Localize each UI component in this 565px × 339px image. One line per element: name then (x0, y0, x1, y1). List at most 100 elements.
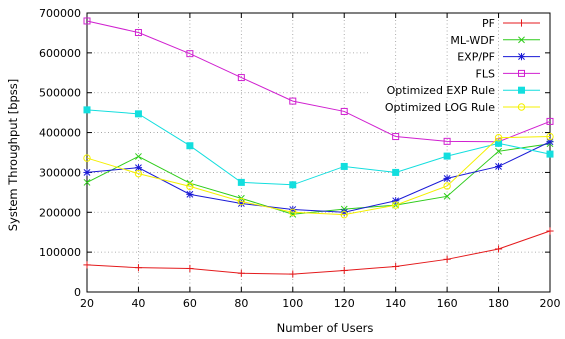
data-point (237, 74, 245, 82)
data-point (546, 132, 554, 141)
x-tick-label: 100 (282, 297, 303, 310)
x-tick-label: 80 (234, 297, 248, 310)
legend-entry: FLS (476, 67, 540, 80)
data-point (340, 266, 348, 275)
legend: PF ML-WDF EXP/PF FLS Optimized EXP Rule Optim… (385, 17, 540, 114)
data-point (134, 264, 143, 272)
data-point (443, 174, 451, 183)
x-tick-label: 20 (80, 297, 94, 310)
x-tick-label: 40 (131, 297, 145, 310)
data-point (494, 134, 503, 142)
data-point (186, 50, 194, 58)
x-tick-label: 120 (334, 297, 355, 310)
grid (87, 13, 550, 292)
legend-sample-marker (518, 69, 525, 77)
data-point (289, 97, 297, 105)
axis-ticks: 0 100000 200000 300000 400000 500000 600000 700… (39, 7, 561, 310)
legend-sample-marker (517, 19, 526, 27)
data-point (237, 178, 245, 186)
data-point (340, 107, 348, 115)
data-point (83, 17, 91, 25)
data-point (392, 262, 400, 271)
x-tick-label: 160 (437, 297, 458, 310)
series-optimized-log-rule (83, 132, 554, 219)
legend-sample-marker (518, 86, 525, 94)
data-point (289, 208, 297, 216)
x-tick-label: 60 (183, 297, 197, 310)
data-point (289, 181, 297, 189)
series-line (86, 141, 551, 213)
data-point (546, 227, 554, 235)
data-point (340, 210, 348, 219)
legend-entry: Optimized LOG Rule (385, 101, 540, 114)
data-point (392, 133, 400, 141)
data-point (443, 182, 451, 190)
y-tick-label: 500000 (39, 87, 81, 100)
y-tick-label: 200000 (39, 206, 81, 219)
data-point (186, 190, 194, 198)
legend-label: Optimized LOG Rule (385, 101, 495, 114)
data-point (134, 110, 142, 118)
y-tick-label: 700000 (39, 7, 81, 20)
data-point (340, 162, 348, 170)
legend-sample-marker (518, 36, 525, 44)
series-line (86, 230, 551, 275)
legend-label: EXP/PF (457, 51, 495, 64)
y-tick-label: 400000 (39, 127, 81, 140)
series-line (86, 143, 551, 215)
data-point (83, 261, 91, 269)
data-point (443, 255, 451, 263)
data-point (443, 152, 451, 160)
data-point (186, 142, 194, 150)
data-point (83, 106, 91, 114)
y-tick-label: 300000 (39, 166, 81, 179)
y-tick-label: 0 (74, 286, 81, 299)
legend-label: Optimized EXP Rule (387, 84, 496, 97)
data-point (546, 150, 554, 158)
data-point (494, 245, 503, 253)
data-point (83, 168, 91, 177)
x-axis-label: Number of Users (277, 321, 374, 335)
x-tick-label: 140 (385, 297, 406, 310)
legend-entry: EXP/PF (457, 51, 540, 64)
data-point (186, 182, 194, 191)
legend-label: ML-WDF (450, 34, 495, 47)
series-line (86, 136, 551, 216)
data-point (237, 197, 246, 206)
data-point (186, 264, 194, 273)
legend-entry: ML-WDF (450, 34, 540, 47)
data-point (134, 169, 143, 178)
data-point (289, 270, 297, 278)
data-point (135, 153, 142, 160)
data-point (443, 137, 451, 145)
data-point (392, 168, 400, 176)
legend-sample-marker (517, 53, 526, 61)
data-point (495, 139, 503, 147)
data-point (83, 178, 91, 186)
series (83, 17, 554, 278)
data-point (495, 147, 502, 155)
legend-entry: Optimized EXP Rule (387, 84, 540, 97)
y-axis-label: System Throughput [bpss] (6, 79, 20, 232)
y-tick-label: 600000 (39, 47, 81, 60)
x-tick-label: 180 (488, 297, 509, 310)
series-line (86, 20, 551, 143)
series-optimized-exp-rule (83, 106, 554, 189)
legend-label: PF (482, 17, 495, 30)
series-pf (83, 227, 554, 278)
data-point (83, 154, 91, 162)
data-point (443, 192, 451, 200)
data-point (546, 138, 554, 146)
data-point (391, 201, 400, 209)
data-point (134, 164, 143, 172)
data-point (546, 117, 554, 125)
legend-label: FLS (476, 67, 495, 80)
legend-entry: PF (482, 17, 540, 30)
legend-sample-marker (517, 103, 526, 111)
data-point (494, 162, 503, 171)
x-tick-label: 200 (540, 297, 561, 310)
series-line (86, 109, 551, 186)
data-point (134, 29, 142, 37)
data-point (237, 269, 245, 277)
